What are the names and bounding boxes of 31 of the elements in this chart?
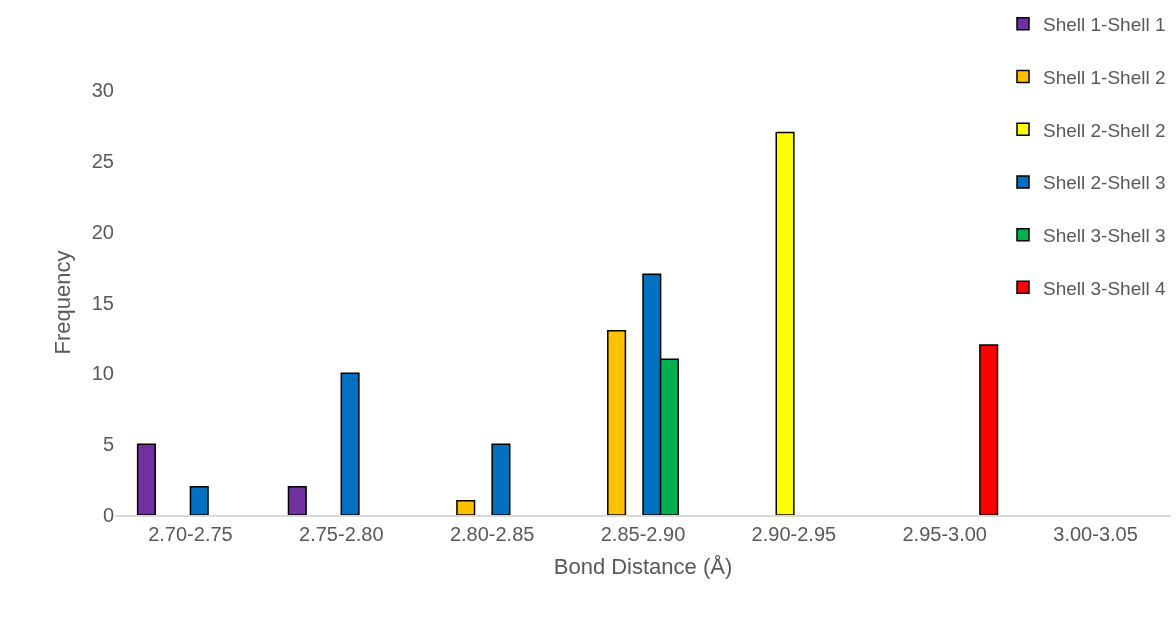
bar	[189, 485, 209, 515]
x-tick-label: 2.95-3.00	[902, 522, 987, 545]
y-tick-label: 15	[91, 291, 114, 314]
legend-label: Shell 1-Shell 1	[1043, 14, 1166, 36]
y-tick-label: 10	[91, 362, 114, 385]
bar	[287, 485, 307, 515]
bar	[979, 344, 999, 515]
y-axis-title: Frequency	[49, 250, 75, 355]
legend-label: Shell 3-Shell 4	[1043, 277, 1166, 299]
x-tick-label: 2.80-2.85	[449, 522, 535, 545]
bar	[136, 443, 156, 515]
y-tick-label: 5	[102, 433, 114, 456]
legend-label: Shell 1-Shell 2	[1043, 66, 1166, 88]
bar	[491, 443, 511, 515]
legend-label: Shell 3-Shell 3	[1043, 225, 1166, 247]
legend-label: Shell 2-Shell 2	[1043, 119, 1166, 141]
x-tick-label: 2.90-2.95	[751, 522, 837, 545]
x-tick-label: 2.85-2.90	[600, 522, 686, 545]
y-tick-label: 20	[91, 220, 114, 243]
x-tick-label: 2.70-2.75	[148, 522, 233, 545]
x-tick-label: 2.75-2.80	[299, 522, 384, 545]
x-axis-title: Bond Distance (Å)	[553, 554, 733, 580]
x-tick-label: 3.00-3.05	[1053, 522, 1138, 545]
bar	[340, 372, 360, 515]
y-tick-label: 30	[91, 79, 114, 101]
bar	[775, 131, 795, 515]
legend-label: Shell 2-Shell 3	[1043, 172, 1166, 194]
bar	[607, 330, 627, 515]
y-tick-label: 25	[91, 149, 114, 172]
bar	[456, 500, 476, 515]
y-tick-label: 0	[102, 504, 114, 526]
